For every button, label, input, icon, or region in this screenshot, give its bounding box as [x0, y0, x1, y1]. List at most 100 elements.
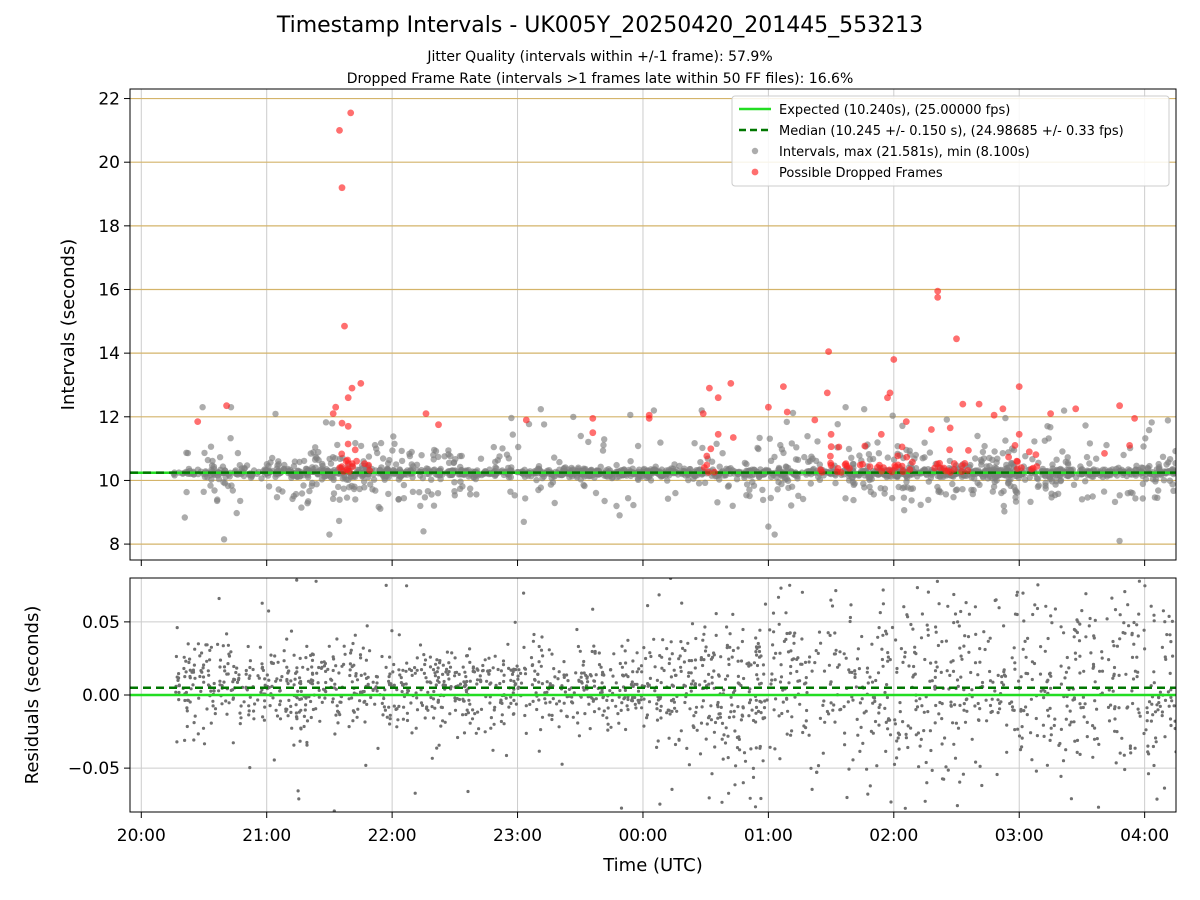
residual-point — [1111, 676, 1115, 680]
dropped-frame-point — [1032, 451, 1040, 458]
residual-point — [800, 590, 805, 594]
residual-point — [755, 673, 759, 677]
residual-point — [1085, 735, 1089, 739]
interval-point — [459, 483, 466, 490]
residual-point — [920, 612, 925, 616]
residual-point — [334, 687, 338, 691]
residual-point — [914, 699, 918, 703]
dropped-frame-point — [711, 468, 718, 476]
residual-point — [202, 680, 206, 684]
dropped-frame-point — [1018, 464, 1025, 472]
dropped-frame-point — [1028, 465, 1035, 473]
interval-point — [292, 490, 300, 498]
interval-point — [793, 444, 800, 451]
residual-point — [544, 701, 548, 705]
residual-point — [781, 688, 785, 692]
residual-point — [202, 663, 206, 667]
residual-point — [1032, 661, 1037, 666]
residual-point — [305, 719, 310, 723]
ytick-label: 14 — [98, 344, 120, 364]
residual-point — [1133, 669, 1137, 673]
residual-point — [428, 680, 432, 684]
residual-point — [299, 727, 303, 731]
residual-point — [512, 698, 516, 703]
residual-point — [523, 667, 528, 671]
residual-point — [1061, 759, 1066, 763]
interval-point — [306, 487, 313, 495]
residual-point — [1081, 695, 1085, 699]
residual-point — [317, 695, 321, 699]
residual-point — [857, 667, 862, 671]
interval-point — [428, 491, 435, 498]
residual-point — [443, 720, 447, 724]
residual-point — [231, 688, 235, 692]
residual-point — [269, 660, 273, 664]
residual-point — [474, 731, 478, 735]
interval-point — [592, 489, 600, 497]
residual-point — [785, 697, 789, 701]
residual-point — [1046, 708, 1050, 712]
residual-point — [1151, 744, 1155, 749]
residual-point — [371, 687, 375, 692]
residual-point — [188, 676, 192, 680]
residual-point — [1041, 723, 1045, 727]
residual-point — [642, 697, 646, 701]
interval-point — [577, 432, 584, 440]
residual-point — [502, 673, 506, 677]
residual-point — [913, 645, 917, 649]
residual-point — [333, 732, 337, 736]
interval-point — [1031, 438, 1038, 445]
interval-point — [207, 482, 214, 489]
residual-point — [363, 672, 367, 676]
residual-point — [911, 627, 915, 631]
residual-point — [453, 671, 457, 675]
residual-point — [710, 675, 714, 679]
residual-point — [563, 690, 568, 694]
interval-point — [630, 501, 637, 509]
residual-point — [881, 633, 885, 637]
residual-point — [373, 702, 377, 706]
residual-point — [1144, 728, 1148, 732]
interval-point — [643, 474, 651, 482]
interval-point — [974, 479, 981, 487]
residual-point — [534, 691, 538, 695]
interval-point — [921, 454, 928, 461]
interval-point — [999, 450, 1006, 457]
residual-point — [306, 667, 310, 671]
interval-point — [352, 496, 359, 503]
residual-point — [955, 572, 958, 575]
residual-point — [177, 672, 181, 676]
residual-point — [722, 688, 726, 692]
dropped-frame-point — [827, 430, 835, 438]
residual-point — [1074, 657, 1078, 661]
dropped-frame-point — [861, 442, 869, 450]
interval-point — [856, 452, 863, 459]
residual-point — [962, 708, 966, 712]
residual-point — [1049, 674, 1053, 678]
residual-point — [1050, 621, 1054, 625]
interval-point — [658, 472, 665, 479]
residual-point — [292, 743, 296, 747]
residual-point — [364, 658, 368, 662]
interval-point — [601, 436, 608, 443]
residual-point — [699, 658, 703, 662]
interval-point — [789, 409, 797, 417]
interval-point — [1163, 461, 1170, 468]
residual-point — [315, 671, 319, 675]
residual-point — [1026, 636, 1030, 641]
residual-point — [727, 715, 732, 720]
dropped-frame-point — [1015, 383, 1023, 390]
ytick-label: 8 — [109, 535, 120, 555]
residual-point — [310, 681, 314, 686]
residual-point — [606, 728, 610, 732]
residual-point — [1160, 710, 1164, 714]
residual-point — [333, 682, 337, 686]
residual-point — [955, 804, 960, 808]
residual-point — [1168, 671, 1172, 676]
interval-point — [224, 482, 232, 490]
residual-point — [792, 634, 796, 638]
residual-point — [543, 697, 547, 701]
residual-point — [888, 733, 893, 737]
interval-point — [350, 473, 357, 480]
residual-point — [1075, 630, 1079, 635]
